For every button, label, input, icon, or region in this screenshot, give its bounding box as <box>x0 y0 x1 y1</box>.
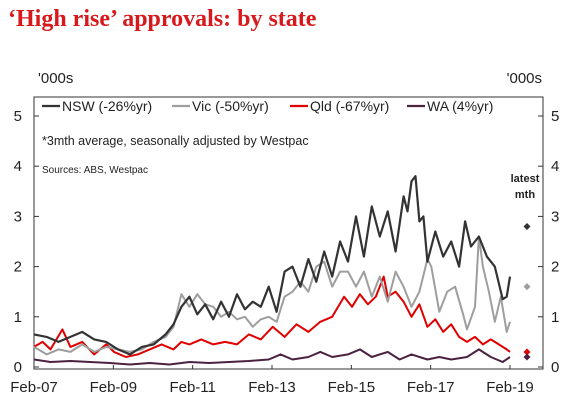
latest-label-line2: mth <box>515 189 535 201</box>
y-tick-label-right: 3 <box>551 208 559 225</box>
legend-label: Vic (-50%yr) <box>192 98 269 114</box>
latest-marker <box>523 353 531 361</box>
y-tick-label-left: 4 <box>14 158 22 175</box>
chart-title: ‘High rise’ approvals: by state <box>8 6 317 32</box>
latest-marker <box>523 222 531 230</box>
left-unit-label: '000s <box>38 70 73 87</box>
series-line-qld <box>33 275 511 358</box>
y-tick-label-left: 5 <box>14 108 22 125</box>
latest-label-line1: latest <box>511 173 540 185</box>
y-tick-label-left: 2 <box>14 259 22 276</box>
x-tick-label: Feb-15 <box>328 379 376 396</box>
latest-marker <box>523 348 531 356</box>
y-tick-label-right: 1 <box>551 309 559 326</box>
legend-label: Qld (-67%yr) <box>310 98 389 114</box>
latest-marker <box>523 283 531 291</box>
series-line-nsw <box>33 175 512 356</box>
y-tick-label-right: 0 <box>551 359 559 376</box>
chart-source: Sources: ABS, Westpac <box>42 165 148 176</box>
x-tick-label: Feb-19 <box>486 379 534 396</box>
x-tick-label: Feb-09 <box>90 379 138 396</box>
right-unit-label: '000s <box>507 70 542 87</box>
x-tick-label: Feb-17 <box>407 379 455 396</box>
y-tick-label-left: 1 <box>14 309 22 326</box>
x-tick-label: Feb-07 <box>10 379 58 396</box>
y-tick-label-right: 5 <box>551 108 559 125</box>
plot-frame <box>33 96 544 370</box>
y-tick-label-right: 2 <box>551 259 559 276</box>
series-line-wa <box>33 348 511 366</box>
legend-label: WA (4%yr) <box>427 98 493 114</box>
y-tick-label-left: 3 <box>14 208 22 225</box>
y-tick-label-left: 0 <box>14 359 22 376</box>
x-tick-label: Feb-13 <box>248 379 296 396</box>
x-tick-label: Feb-11 <box>169 379 215 396</box>
legend-label: NSW (-26%yr) <box>62 98 152 114</box>
y-tick-label-right: 4 <box>551 158 559 175</box>
chart-note: *3mth average, seasonally adjusted by We… <box>42 134 309 148</box>
